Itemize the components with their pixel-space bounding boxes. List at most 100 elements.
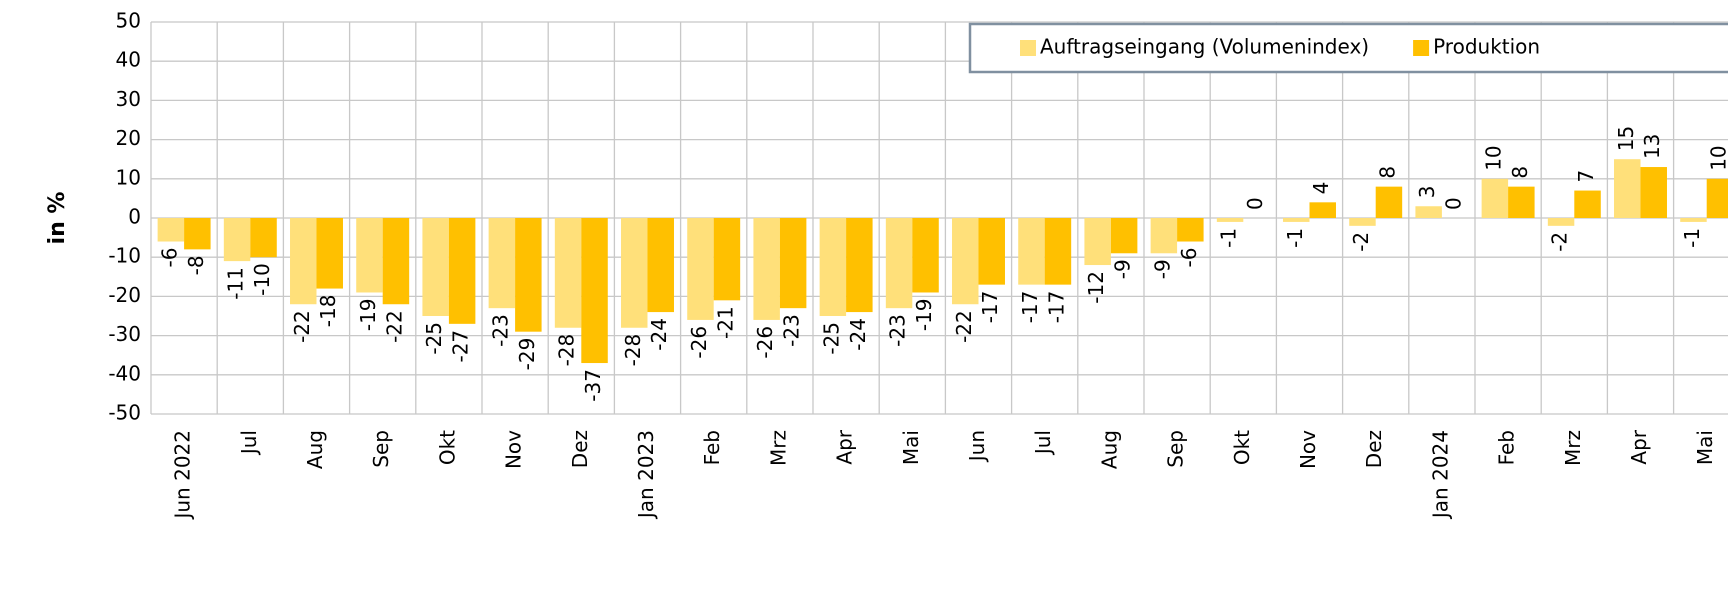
data-label: 0 [1442, 197, 1466, 210]
data-label: -22 [952, 310, 976, 343]
y-tick-label: -20 [108, 283, 141, 307]
bar [316, 218, 343, 289]
x-tick-label: Jul [237, 430, 261, 456]
data-label: 13 [1640, 134, 1664, 159]
data-label: 0 [1243, 197, 1267, 210]
data-label: -17 [1018, 291, 1042, 324]
data-label: -23 [488, 314, 512, 347]
x-tick-label: Nov [1296, 430, 1320, 469]
bar [687, 218, 714, 320]
bar [952, 218, 979, 305]
bar [1150, 218, 1178, 254]
x-tick-label: Sep [1164, 430, 1188, 468]
x-tick-label: Jun 2022 [171, 430, 195, 521]
data-label: -1 [1217, 228, 1241, 248]
y-tick-label: -40 [108, 361, 141, 385]
y-tick-label: 0 [128, 205, 141, 229]
legend-label: Auftragseingang (Volumenindex) [1040, 35, 1369, 59]
data-label: -2 [1349, 232, 1373, 252]
data-label: -17 [978, 291, 1002, 324]
data-label: -19 [912, 298, 936, 331]
data-label: -25 [819, 322, 843, 355]
bar [1614, 159, 1641, 218]
data-label: -24 [647, 318, 671, 351]
bar [1508, 186, 1535, 218]
data-label: -8 [184, 255, 208, 275]
data-label: -26 [753, 326, 777, 359]
y-tick-label: 50 [116, 9, 141, 33]
bar [1706, 178, 1728, 218]
bar [1283, 218, 1310, 222]
bar [1309, 202, 1336, 218]
data-label: 8 [1508, 166, 1532, 179]
bar [978, 218, 1005, 285]
bar [554, 218, 582, 328]
x-tick-label: Jan 2023 [634, 430, 658, 520]
data-label: -18 [316, 295, 340, 328]
data-label: -10 [250, 263, 274, 296]
bar [846, 218, 873, 313]
legend-swatch [1413, 40, 1430, 56]
data-label: -29 [515, 338, 539, 371]
data-label: 15 [1614, 126, 1638, 151]
x-tick-label: Mrz [1561, 430, 1585, 466]
bar [1415, 206, 1442, 218]
x-tick-label: Feb [1495, 430, 1519, 465]
x-tick-label: Nov [502, 430, 526, 469]
data-label: -37 [581, 369, 605, 402]
x-tick-label: Mai [899, 430, 923, 465]
bar [621, 218, 648, 328]
bar [1640, 167, 1667, 218]
data-label: 10 [1706, 145, 1728, 170]
x-tick-label: Apr [833, 429, 857, 464]
bar [290, 218, 317, 305]
bar [1018, 218, 1045, 285]
bar [779, 218, 807, 309]
data-label: -26 [687, 326, 711, 359]
bar [515, 218, 542, 332]
data-label: -24 [846, 318, 870, 351]
data-label: -2 [1548, 232, 1572, 252]
bar [1574, 190, 1601, 218]
data-label: -9 [1111, 259, 1135, 279]
y-axis-label: in % [45, 192, 70, 245]
x-tick-label: Sep [369, 430, 393, 468]
bar [581, 218, 608, 364]
data-label: -6 [157, 248, 181, 268]
x-tick-label: Okt [1230, 430, 1254, 465]
data-label: -22 [382, 310, 406, 343]
bar [157, 218, 185, 242]
bar [885, 218, 913, 309]
x-tick-label: Jul [1031, 430, 1055, 456]
x-tick-label: Feb [700, 430, 724, 465]
data-label: 10 [1481, 145, 1505, 170]
bar [1084, 218, 1111, 266]
y-tick-label: 10 [116, 165, 141, 189]
data-label: -22 [290, 310, 314, 343]
bar [1177, 218, 1204, 242]
y-tick-label: -10 [108, 244, 141, 268]
x-tick-label: Mrz [766, 430, 790, 466]
x-tick-label: Aug [303, 430, 327, 469]
y-tick-label: -30 [108, 322, 141, 346]
data-label: -23 [886, 314, 910, 347]
y-tick-label: -50 [108, 401, 141, 425]
data-label: -12 [1084, 271, 1108, 304]
data-label: -1 [1680, 228, 1704, 248]
data-label: 7 [1574, 170, 1598, 183]
bar [223, 218, 251, 262]
x-tick-label: Mai [1693, 430, 1717, 465]
bar [1375, 186, 1403, 218]
data-label: -25 [422, 322, 446, 355]
data-label: -28 [555, 334, 579, 367]
bar [184, 218, 211, 250]
bar [912, 218, 939, 293]
legend-swatch [1020, 40, 1036, 56]
data-label: 3 [1415, 186, 1439, 199]
x-tick-label: Dez [1362, 430, 1386, 468]
bar [713, 218, 741, 301]
bar [488, 218, 516, 309]
y-tick-label: 30 [116, 87, 141, 111]
x-tick-label: Okt [435, 430, 459, 465]
